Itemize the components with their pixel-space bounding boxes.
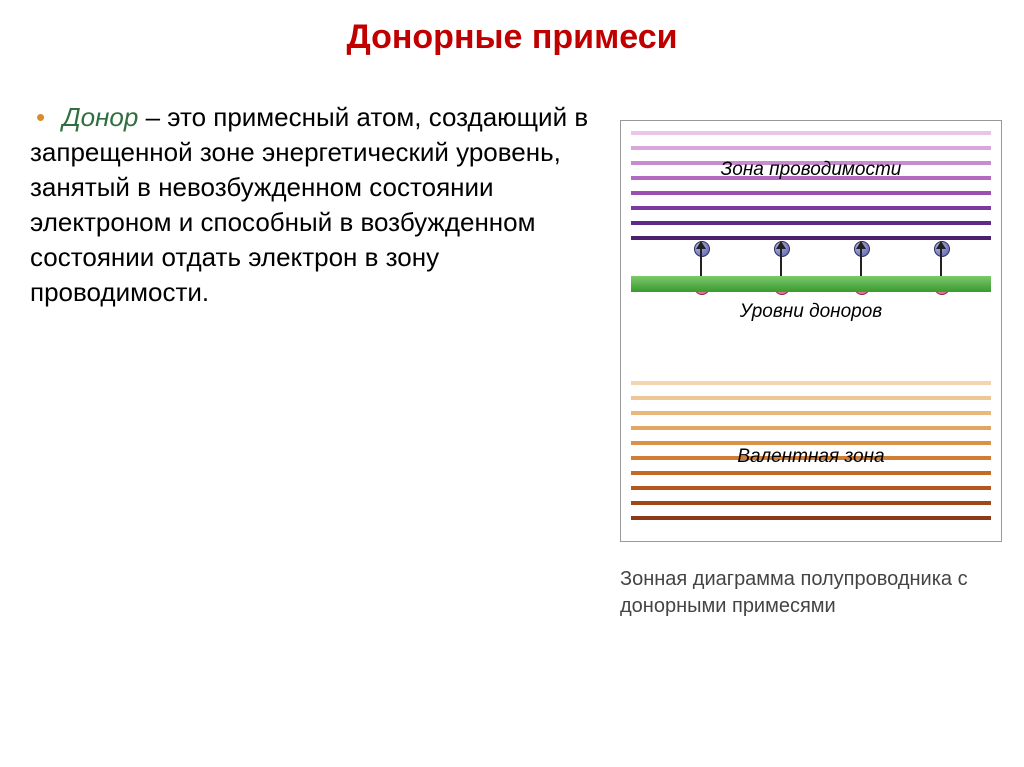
donor-level-label: Уровни доноров [621,301,1001,323]
band-diagram: Зона проводимости Уровни доноров Валентн… [620,120,1002,542]
body-paragraph: • Донор – это примесный атом, создающий … [30,100,590,311]
transition-arrow-icon [700,247,702,279]
transition-arrow-icon [860,247,862,279]
slide: Донорные примеси • Донор – это примесный… [0,0,1024,767]
donor-level-band [631,276,991,292]
bullet-dot: • [36,100,45,135]
conduction-band-label: Зона проводимости [621,159,1001,181]
transition-arrow-icon [940,247,942,279]
term-donor: Донор [62,102,138,132]
diagram-area: Зона проводимости Уровни доноров Валентн… [620,120,1000,620]
valence-band-label: Валентная зона [621,446,1001,468]
diagram-caption: Зонная диаграмма полупроводника с донорн… [620,566,1000,620]
definition-text: Донор – это примесный атом, создающий в … [30,102,588,307]
transition-arrow-icon [780,247,782,279]
page-title: Донорные примеси [0,18,1024,57]
definition-rest: – это примесный атом, создающий в запрещ… [30,102,588,307]
